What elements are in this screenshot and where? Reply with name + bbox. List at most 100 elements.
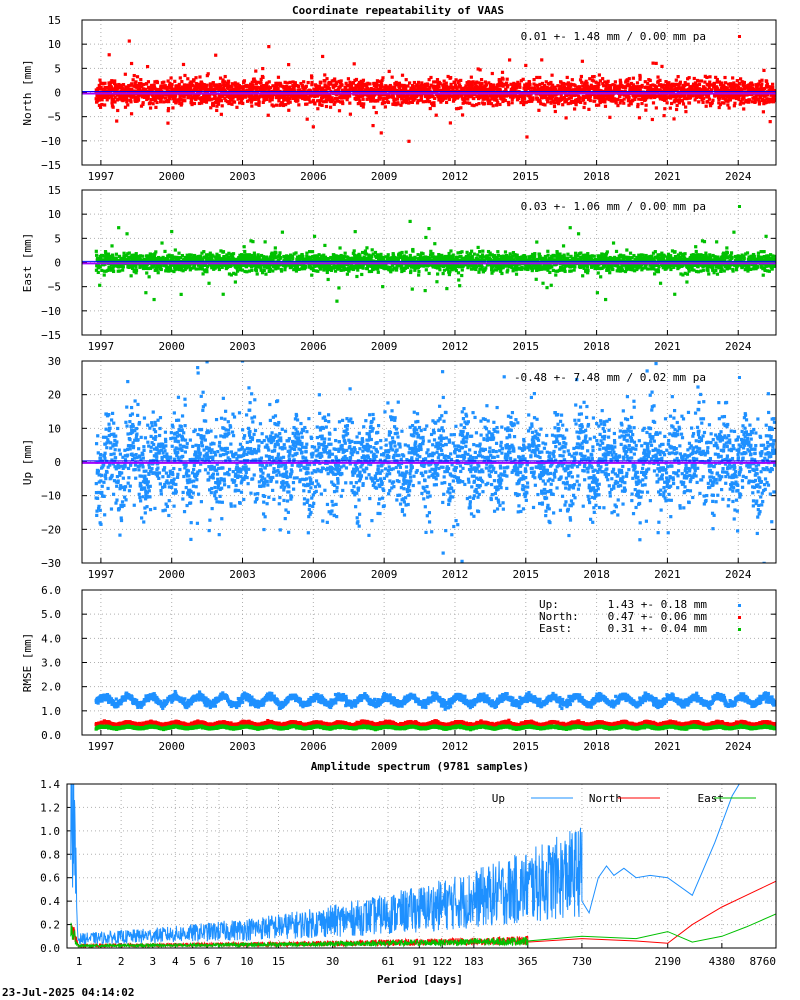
rmse-point-up — [241, 700, 245, 704]
rmse-point-up — [442, 698, 446, 703]
legend-marker — [738, 35, 741, 38]
outlier — [170, 229, 174, 234]
rmse-point-up — [250, 695, 254, 699]
rmse-point-up — [247, 694, 252, 698]
rmse-point-up — [254, 704, 258, 709]
rmse-point-up — [758, 694, 762, 698]
rmse-point-up — [772, 700, 776, 704]
rmse-point-up — [657, 701, 661, 705]
rmse-point-up — [549, 699, 553, 703]
rmse-point-up — [537, 699, 542, 703]
rmse-point-up — [201, 693, 205, 697]
rmse-point-up — [123, 698, 127, 702]
ytick-label: 5.0 — [41, 608, 61, 621]
rmse-point-up — [501, 693, 505, 697]
rmse-point-up — [263, 699, 267, 703]
rmse-point-up — [333, 692, 338, 697]
xtick-label: 2006 — [300, 170, 327, 183]
ylabel: Up [mm] — [21, 439, 34, 485]
plot-frame — [81, 189, 777, 336]
ytick-label: 0.0 — [41, 729, 61, 742]
rmse-point-up — [713, 693, 717, 698]
rmse-point-up — [568, 702, 572, 707]
xtick-label: 2021 — [654, 340, 681, 353]
rmse-point-up — [236, 696, 240, 701]
rmse-point-up — [586, 705, 590, 709]
ytick-label: 5 — [54, 62, 61, 75]
rmse-point-up — [432, 698, 436, 702]
rmse-point-up — [262, 701, 266, 705]
rmse-point-up — [487, 697, 491, 701]
rmse-point-up — [763, 696, 767, 700]
rmse-point-up — [197, 698, 201, 702]
rmse-point-up — [153, 694, 157, 698]
rmse-point-up — [699, 697, 703, 701]
rmse-point-up — [268, 691, 272, 695]
rmse-point-up — [219, 697, 223, 701]
rmse-point-up — [373, 697, 377, 701]
outlier — [460, 559, 464, 563]
xtick-label: 2015 — [513, 740, 540, 753]
rmse-point-up — [643, 699, 648, 703]
rmse-point-up — [739, 692, 743, 696]
ytick-label: −5 — [48, 111, 61, 124]
outlier — [545, 286, 549, 290]
rmse-point-up — [543, 702, 547, 706]
rmse-point-up — [298, 699, 302, 703]
rmse-point-up — [593, 700, 597, 704]
xtick-label: 2015 — [513, 340, 540, 353]
rmse-point-up — [652, 703, 657, 707]
rmse-point-up — [628, 696, 632, 701]
rmse-point-up — [259, 703, 263, 707]
xtick-label: 2015 — [513, 170, 540, 183]
rmse-point-up — [240, 698, 244, 702]
rmse-point-up — [767, 698, 771, 702]
rmse-point-up — [723, 699, 728, 703]
rmse-point-up — [567, 694, 571, 699]
rmse-point-up — [708, 706, 712, 710]
rmse-point-up — [203, 703, 207, 707]
rmse-point-up — [426, 701, 430, 706]
xtick-label: 2000 — [158, 170, 185, 183]
rmse-point-up — [540, 704, 544, 708]
rmse-point-up — [161, 706, 165, 710]
rmse-point-up — [439, 704, 444, 708]
rmse-point-up — [422, 699, 426, 703]
ytick-label: −10 — [41, 305, 61, 318]
xtick-label: 2012 — [442, 170, 469, 183]
rmse-point-up — [616, 701, 621, 705]
rmse-point-up — [306, 702, 310, 706]
xtick-label: 1997 — [88, 740, 115, 753]
rmse-point-up — [759, 701, 763, 705]
rmse-point-up — [135, 698, 139, 702]
rmse-point-up — [286, 698, 290, 702]
ytick-label: 0 — [54, 456, 61, 469]
rmse-point-up — [679, 698, 683, 702]
rmse-point-up — [160, 704, 164, 708]
rmse-point-up — [536, 703, 540, 708]
rmse-point-up — [237, 704, 241, 708]
rmse-point-up — [213, 704, 218, 708]
rmse-point-up — [695, 691, 699, 695]
ytick-label: −30 — [41, 557, 61, 570]
rmse-point-up — [238, 701, 242, 705]
rmse-point-up — [655, 701, 659, 705]
ytick-label: −10 — [41, 135, 61, 148]
rmse-point-up — [646, 692, 650, 697]
rmse-point-up — [446, 706, 451, 710]
xtick-label: 2000 — [158, 340, 185, 353]
rmse-point-up — [764, 700, 768, 704]
xtick-label: 2000 — [158, 568, 185, 581]
rmse-point-up — [463, 694, 467, 698]
rmse-point-up — [510, 698, 514, 702]
rmse-point-up — [561, 697, 565, 702]
rmse-point-up — [199, 693, 203, 697]
rmse-point-up — [486, 700, 490, 704]
rmse-point-up — [344, 704, 348, 708]
rmse-point-up — [421, 705, 425, 709]
rmse-point-up — [146, 699, 151, 703]
rmse-point-up — [197, 690, 202, 694]
rmse-point-up — [109, 697, 114, 701]
rmse-point-up — [372, 699, 376, 703]
rmse-point-up — [510, 703, 514, 707]
